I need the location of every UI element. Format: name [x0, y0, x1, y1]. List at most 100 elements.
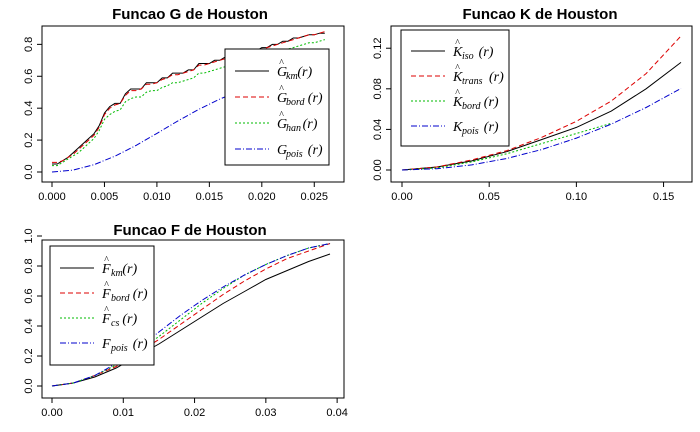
panel-g-series-bord-line: [52, 31, 325, 163]
panel-g-y-tick-label: 0.8: [23, 37, 35, 52]
panel-g-legend-km-label: G^km (r): [277, 58, 313, 82]
svg-text:^: ^: [104, 255, 109, 266]
panel-k-legend: K^iso (r)K^trans (r)K^bord (r)K pois (r): [400, 29, 510, 147]
svg-text:G: G: [277, 91, 287, 106]
panel-f-y-tick-label: 0.0: [23, 378, 35, 393]
panel-k-y-tick-label: 0.04: [372, 119, 384, 140]
panel-g-x-tick-label: 0.020: [248, 191, 276, 203]
panel-k-plot-area: [401, 35, 682, 171]
panel-f-y-tick-label: 1.0: [23, 228, 35, 243]
svg-text:(r): (r): [133, 287, 148, 302]
panel-k-y-tick-label: 0.12: [372, 38, 384, 59]
panel-k-series-pois-line: [401, 87, 682, 171]
panel-f-y-tick-label: 0.4: [23, 318, 35, 333]
svg-text:^: ^: [455, 63, 460, 74]
svg-text:(r): (r): [489, 70, 504, 85]
panel-k-legend-iso-label: K^iso (r): [452, 38, 494, 62]
svg-text:(r): (r): [133, 337, 148, 352]
svg-text:F: F: [101, 262, 111, 277]
panel-k-series-trans-line: [401, 35, 682, 171]
svg-text:(r): (r): [308, 91, 323, 106]
panel-f-y-tick-label: 0.8: [23, 258, 35, 273]
panel-g-x-tick-label: 0.010: [143, 191, 171, 203]
panel-f-x-axis: 0.00 0.01 0.02 0.03 0.04: [41, 397, 348, 419]
panel-g-y-tick-label: 0.0: [23, 164, 35, 179]
panel-g-series-pois-line: [51, 56, 325, 173]
svg-text:^: ^: [104, 305, 109, 316]
panel-f-y-tick-label: 0.6: [23, 288, 35, 303]
svg-text:F: F: [101, 287, 111, 302]
panel-k-title: Funcao K de Houston: [463, 6, 618, 23]
panel-f-legend-box: [49, 245, 155, 366]
panel-k-series-iso-line: [401, 62, 682, 171]
panel-g-x-axis: 0.000 0.005 0.010 0.015 0.020 0.025: [38, 181, 328, 203]
svg-text:(r): (r): [308, 143, 323, 158]
panel-k-x-axis: 0.00 0.05 0.10 0.15: [391, 181, 674, 203]
panel-f-x-tick-label: 0.03: [255, 407, 276, 419]
panel-k-legend-bord-label: K^bord (r): [452, 88, 499, 112]
svg-text:K: K: [452, 45, 463, 60]
svg-text:han: han: [286, 123, 301, 134]
panel-f-legend-bord-label: F^bord (r): [101, 280, 148, 304]
svg-text:G: G: [277, 143, 287, 158]
panel-k-y-axis: 0.00 0.04 0.08 0.12: [372, 38, 391, 181]
panel-g-series-han-line: [52, 39, 325, 167]
panel-f-legend-km-label: F^km (r): [101, 255, 138, 279]
panel-f: Funcao F de Houston 0.00 0.01 0.02 0.03 0.04…: [23, 222, 348, 419]
svg-text:^: ^: [279, 110, 284, 121]
panel-g-y-tick-label: 0.4: [23, 101, 35, 116]
panel-g-legend-han-label: G^han (r): [277, 110, 318, 134]
panel-k-y-tick-label: 0.08: [372, 78, 384, 99]
panel-g-legend-bord-label: G^bord (r): [277, 84, 323, 108]
panel-g-plot-area: [51, 31, 325, 173]
svg-text:F: F: [101, 337, 111, 352]
panel-f-x-tick-label: 0.00: [41, 407, 62, 419]
panel-g-x-tick-label: 0.000: [38, 191, 66, 203]
panel-g: Funcao G de Houston 0.000 0.005 0.010 0.015…: [23, 6, 345, 203]
panel-f-legend-cs-label: F^cs (r): [101, 305, 138, 329]
svg-text:F: F: [101, 312, 111, 327]
svg-text:trans: trans: [462, 76, 483, 87]
panel-f-y-axis: 0.0 0.2 0.4 0.6 0.8 1.0: [23, 228, 42, 394]
panel-f-x-tick-label: 0.04: [326, 407, 347, 419]
panel-k: Funcao K de Houston 0.00 0.05 0.10 0.15 0.0…: [372, 6, 693, 203]
svg-text:iso: iso: [462, 51, 474, 62]
panel-g-title: Funcao G de Houston: [112, 6, 268, 23]
svg-text:(r): (r): [303, 117, 318, 132]
svg-text:^: ^: [455, 88, 460, 99]
panel-g-legend-box: [224, 48, 330, 166]
svg-text:bord: bord: [111, 293, 131, 304]
panel-f-plot-area: [51, 243, 331, 387]
svg-text:(r): (r): [122, 262, 137, 277]
svg-text:bord: bord: [462, 101, 482, 112]
panel-f-legend: F^km (r)F^bord (r)F^cs (r)F pois (r): [49, 245, 155, 366]
svg-text:^: ^: [279, 58, 284, 69]
svg-text:^: ^: [104, 280, 109, 291]
svg-text:(r): (r): [122, 312, 137, 327]
panel-g-x-tick-label: 0.005: [91, 191, 119, 203]
panel-k-y-tick-label: 0.00: [372, 159, 384, 180]
svg-text:pois: pois: [110, 343, 128, 354]
svg-text:cs: cs: [111, 318, 119, 329]
panel-g-series-km-line: [52, 32, 325, 165]
panel-g-y-axis: 0.0 0.2 0.4 0.6 0.8: [23, 37, 42, 180]
svg-text:G: G: [277, 65, 287, 80]
svg-text:G: G: [277, 117, 287, 132]
panel-f-title: Funcao F de Houston: [113, 222, 266, 239]
svg-text:(r): (r): [297, 65, 312, 80]
svg-text:K: K: [452, 120, 463, 135]
svg-text:(r): (r): [484, 95, 499, 110]
svg-text:K: K: [452, 95, 463, 110]
panel-f-y-tick-label: 0.2: [23, 348, 35, 363]
panel-g-y-tick-label: 0.2: [23, 132, 35, 147]
panel-f-x-tick-label: 0.01: [113, 407, 134, 419]
svg-text:(r): (r): [479, 45, 494, 60]
panel-g-x-tick-label: 0.025: [300, 191, 328, 203]
svg-text:K: K: [452, 70, 463, 85]
panel-f-series-km-line: [51, 253, 331, 387]
panel-k-legend-box: [400, 29, 510, 147]
